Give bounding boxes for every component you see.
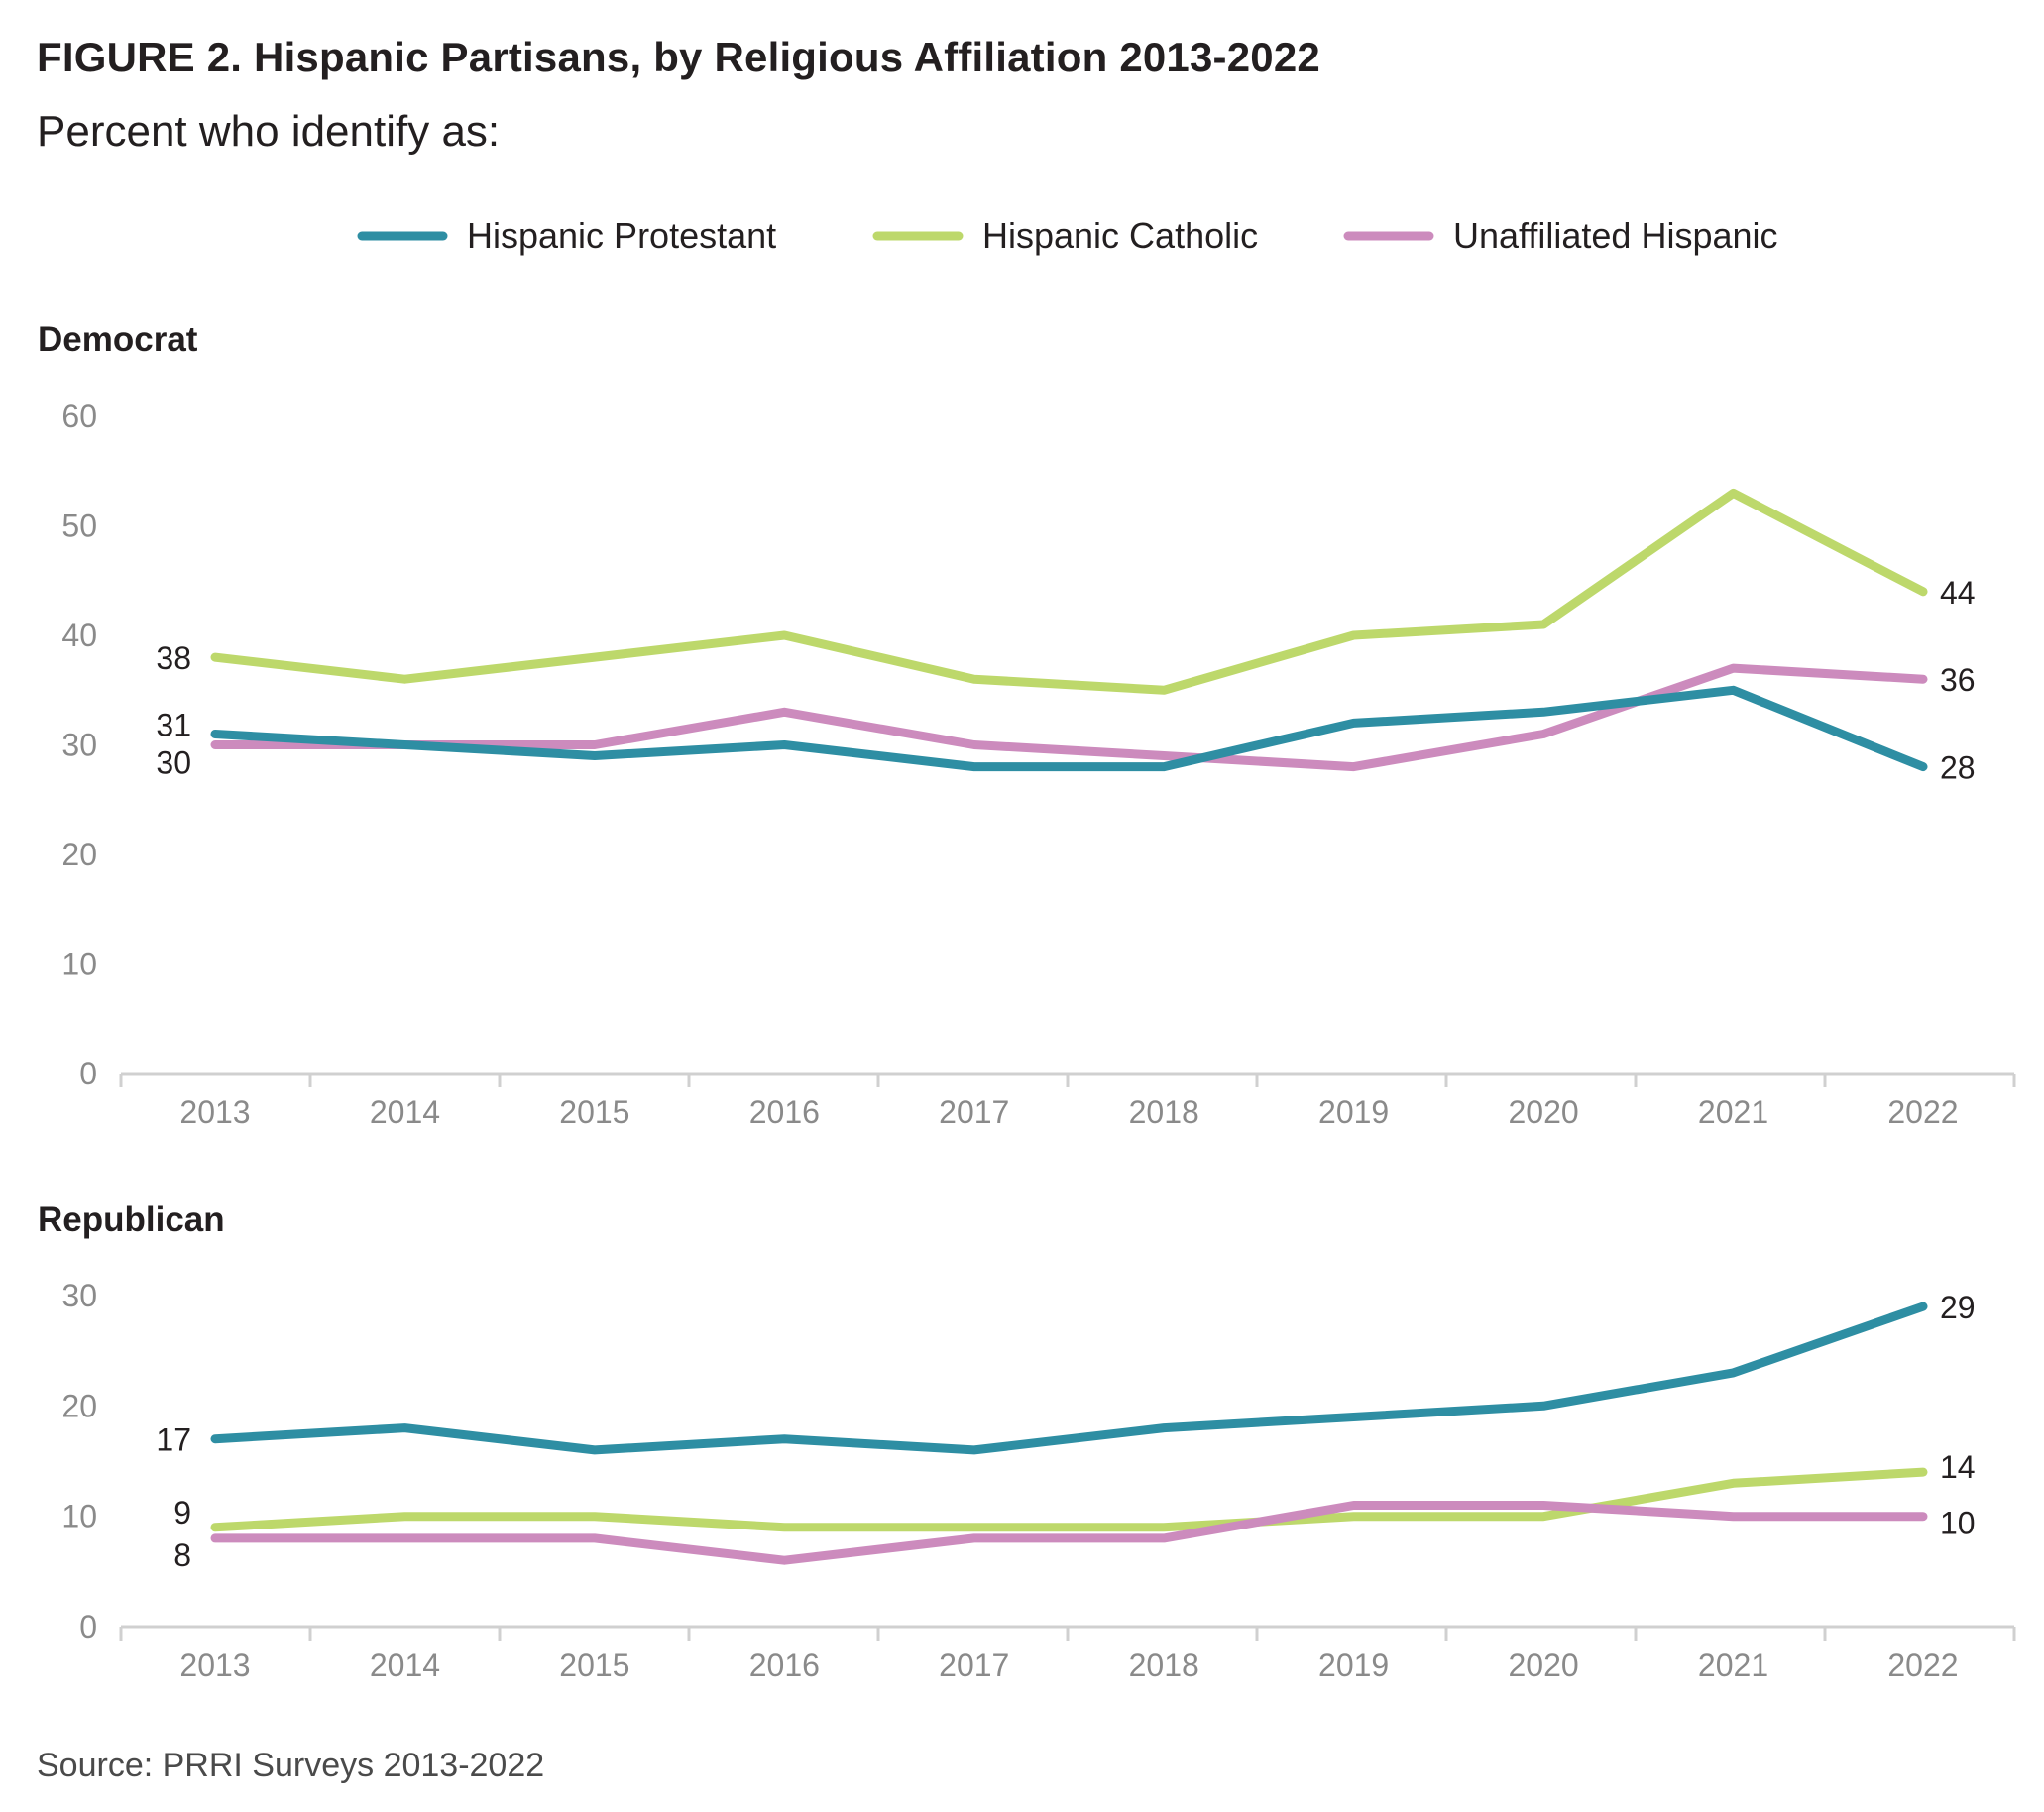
- democrat-x-tick-label: 2013: [179, 1094, 250, 1130]
- democrat-x-tick-label: 2017: [939, 1094, 1009, 1130]
- democrat-panel-title: Democrat: [38, 320, 198, 359]
- democrat-x-tick-label: 2021: [1698, 1094, 1768, 1130]
- democrat-x-tick-label: 2020: [1508, 1094, 1578, 1130]
- republican-y-tick-label: 10: [61, 1499, 97, 1534]
- republican-series-line-unaffiliated-hispanic: [210, 1501, 1928, 1565]
- legend-label-hispanic-protestant: Hispanic Protestant: [467, 215, 776, 256]
- democrat-y-tick-label: 40: [61, 618, 97, 653]
- source-note: Source: PRRI Surveys 2013-2022: [37, 1747, 545, 1784]
- republican-end-data-label: 14: [1940, 1449, 1976, 1485]
- republican-y-tick-label: 20: [61, 1388, 97, 1423]
- republican-x-tick-label: 2021: [1698, 1647, 1768, 1683]
- republican-x-tick-label: 2020: [1508, 1647, 1578, 1683]
- republican-x-tick-label: 2019: [1318, 1647, 1389, 1683]
- democrat-x-tick-label: 2014: [370, 1094, 440, 1130]
- democrat-y-tick-label: 50: [61, 509, 97, 544]
- democrat-end-data-label: 28: [1940, 750, 1976, 786]
- democrat-x-tick-label: 2018: [1129, 1094, 1199, 1130]
- republican-x-tick-label: 2016: [749, 1647, 820, 1683]
- democrat-start-data-label: 30: [156, 745, 191, 781]
- republican-panel-title: Republican: [38, 1200, 225, 1239]
- republican-start-data-label: 17: [156, 1422, 191, 1458]
- republican-x-tick-label: 2017: [939, 1647, 1009, 1683]
- democrat-y-tick-label: 0: [79, 1056, 97, 1091]
- republican-y-tick-label: 30: [61, 1278, 97, 1313]
- republican-series-line-hispanic-protestant: [210, 1302, 1928, 1455]
- republican-x-tick-label: 2022: [1887, 1647, 1958, 1683]
- chart-subtitle: Percent who identify as:: [37, 107, 501, 156]
- legend: Hispanic Protestant Hispanic Catholic Unaf…: [357, 215, 1778, 256]
- democrat-series-line-hispanic-protestant: [210, 685, 1928, 772]
- democrat-end-data-label: 44: [1940, 575, 1976, 611]
- democrat-x-tick-label: 2015: [559, 1094, 629, 1130]
- democrat-x-tick-label: 2022: [1887, 1094, 1958, 1130]
- democrat-end-data-label: 36: [1940, 662, 1976, 698]
- democrat-x-tick-label: 2016: [749, 1094, 820, 1130]
- legend-label-hispanic-catholic: Hispanic Catholic: [982, 215, 1258, 256]
- republican-start-data-label: 8: [173, 1537, 191, 1573]
- republican-series-line-hispanic-catholic: [210, 1467, 1928, 1532]
- democrat-y-tick-label: 20: [61, 837, 97, 872]
- republican-end-data-label: 29: [1940, 1290, 1976, 1325]
- republican-panel: Republican 0 10 20 30 2013 2014 2015 2016 2017 201…: [38, 1200, 2016, 1683]
- chart-title: FIGURE 2. Hispanic Partisans, by Religio…: [37, 34, 1320, 80]
- republican-x-tick-label: 2018: [1129, 1647, 1199, 1683]
- republican-x-tick-label: 2014: [370, 1647, 440, 1683]
- republican-start-data-label: 9: [173, 1495, 191, 1530]
- democrat-start-data-label: 31: [156, 707, 191, 742]
- republican-x-tick-label: 2013: [179, 1647, 250, 1683]
- democrat-series-line-hispanic-catholic: [210, 488, 1928, 695]
- republican-y-tick-label: 0: [79, 1609, 97, 1644]
- democrat-x-tick-label: 2019: [1318, 1094, 1389, 1130]
- republican-end-data-label: 10: [1940, 1506, 1976, 1541]
- legend-label-unaffiliated-hispanic: Unaffiliated Hispanic: [1453, 215, 1778, 256]
- republican-x-tick-label: 2015: [559, 1647, 629, 1683]
- democrat-y-tick-label: 30: [61, 728, 97, 763]
- democrat-start-data-label: 38: [156, 640, 191, 676]
- democrat-panel: Democrat 0 10 20 30 40 50 60 2013 2014 2015 2016 201…: [38, 320, 2016, 1130]
- democrat-y-tick-label: 10: [61, 947, 97, 982]
- democrat-y-tick-label: 60: [61, 398, 97, 434]
